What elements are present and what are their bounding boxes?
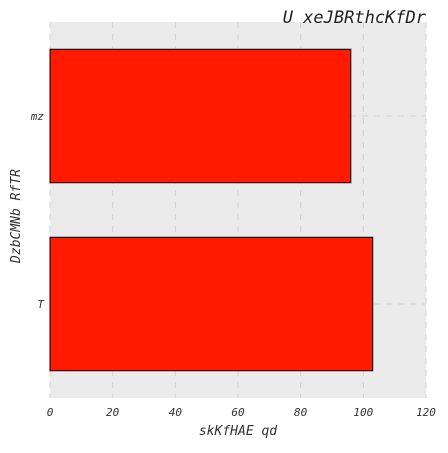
x-tick-label: 0 — [47, 406, 54, 419]
x-tick-labels: 0 20 40 60 80 100 120 — [47, 406, 437, 419]
x-tick-label: 100 — [353, 406, 373, 419]
bar — [49, 48, 352, 184]
x-axis-label: skKfHAE qd — [199, 424, 277, 439]
y-axis-label: DzbCMNb RfTR — [9, 169, 24, 264]
y-tick-label: mz — [30, 110, 45, 123]
bars — [49, 48, 374, 372]
x-tick-label: 80 — [294, 406, 308, 419]
x-tick-label: 40 — [169, 406, 183, 419]
x-tick-label: 60 — [231, 406, 245, 419]
x-tick-label: 20 — [106, 406, 120, 419]
y-tick-labels: Tmz — [30, 110, 46, 311]
y-tick-label: T — [37, 298, 45, 311]
bar — [49, 236, 374, 372]
chart-title: U xeJBRthcKfDr — [283, 8, 427, 28]
x-tick-label: 120 — [416, 406, 436, 419]
